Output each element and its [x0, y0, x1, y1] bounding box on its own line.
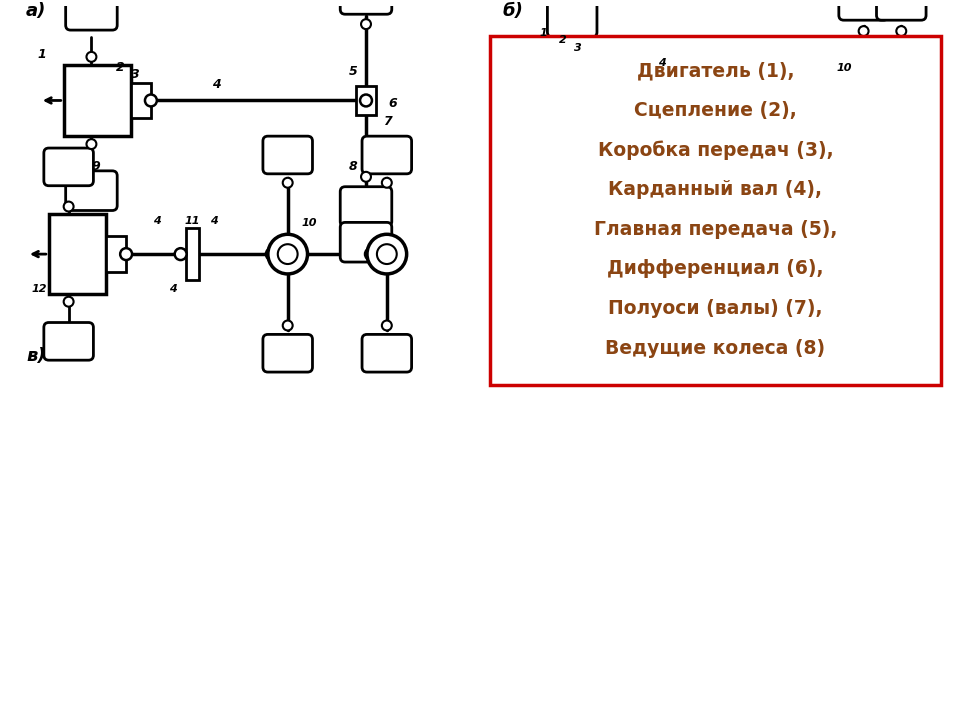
- Bar: [544, 70, 607, 141]
- Circle shape: [365, 248, 377, 260]
- Text: Полуоси (валы) (7),: Полуоси (валы) (7),: [609, 299, 823, 318]
- Text: 12: 12: [32, 284, 47, 294]
- FancyBboxPatch shape: [65, 0, 117, 30]
- Text: б): б): [503, 2, 523, 20]
- Circle shape: [361, 172, 371, 181]
- Text: 2: 2: [560, 35, 567, 45]
- Text: 9: 9: [91, 160, 100, 173]
- Circle shape: [120, 248, 132, 260]
- Text: 11: 11: [184, 217, 200, 226]
- Circle shape: [621, 99, 633, 112]
- Text: Главная передача (5),: Главная передача (5),: [593, 220, 837, 239]
- Circle shape: [175, 248, 186, 260]
- Text: 8: 8: [349, 160, 358, 173]
- Text: Карданный вал (4),: Карданный вал (4),: [609, 180, 823, 199]
- Text: 7: 7: [383, 115, 392, 128]
- Text: 3: 3: [132, 68, 140, 81]
- Text: а): а): [26, 2, 46, 20]
- FancyBboxPatch shape: [65, 171, 117, 210]
- Circle shape: [86, 52, 96, 62]
- FancyBboxPatch shape: [340, 186, 392, 226]
- FancyBboxPatch shape: [362, 334, 412, 372]
- Circle shape: [145, 94, 156, 107]
- Circle shape: [360, 94, 372, 107]
- Bar: [356, 86, 376, 115]
- Bar: [607, 88, 627, 123]
- FancyBboxPatch shape: [340, 0, 392, 14]
- Text: 4: 4: [169, 284, 177, 294]
- Bar: [49, 215, 107, 294]
- FancyBboxPatch shape: [839, 222, 888, 260]
- FancyBboxPatch shape: [839, 0, 888, 20]
- Circle shape: [283, 320, 293, 330]
- Text: 4: 4: [212, 78, 221, 91]
- Text: 6: 6: [389, 97, 397, 110]
- Circle shape: [858, 26, 869, 36]
- Bar: [185, 228, 200, 280]
- Text: Дифференциал (6),: Дифференциал (6),: [607, 259, 824, 279]
- Text: Коробка передач (3),: Коробка передач (3),: [598, 140, 833, 160]
- Circle shape: [846, 88, 881, 123]
- Circle shape: [283, 178, 293, 188]
- FancyBboxPatch shape: [547, 174, 597, 212]
- Circle shape: [897, 26, 906, 36]
- Circle shape: [567, 144, 577, 154]
- Text: 4: 4: [659, 58, 666, 68]
- Circle shape: [63, 202, 74, 212]
- Circle shape: [268, 234, 307, 274]
- FancyBboxPatch shape: [340, 222, 392, 262]
- Text: 3: 3: [574, 43, 582, 53]
- Circle shape: [846, 99, 857, 112]
- FancyBboxPatch shape: [44, 323, 93, 360]
- Text: Двигатель (1),: Двигатель (1),: [636, 61, 794, 80]
- Text: 10: 10: [301, 218, 317, 228]
- Circle shape: [361, 19, 371, 29]
- FancyBboxPatch shape: [547, 0, 597, 37]
- Circle shape: [897, 175, 906, 185]
- Text: 4: 4: [153, 217, 160, 226]
- Text: 10: 10: [837, 63, 852, 73]
- Text: 1: 1: [37, 48, 47, 61]
- FancyBboxPatch shape: [263, 334, 312, 372]
- Circle shape: [277, 244, 298, 264]
- Bar: [490, 36, 941, 385]
- Text: 2: 2: [116, 60, 125, 73]
- Text: Сцепление (2),: Сцепление (2),: [634, 101, 797, 120]
- Text: в): в): [26, 347, 46, 365]
- Circle shape: [377, 244, 396, 264]
- FancyBboxPatch shape: [263, 136, 312, 174]
- FancyBboxPatch shape: [876, 0, 926, 20]
- Circle shape: [86, 139, 96, 149]
- Circle shape: [854, 96, 873, 114]
- FancyBboxPatch shape: [44, 148, 93, 186]
- Circle shape: [382, 178, 392, 188]
- Circle shape: [567, 57, 577, 67]
- FancyBboxPatch shape: [362, 136, 412, 174]
- FancyBboxPatch shape: [876, 222, 926, 260]
- Bar: [107, 236, 126, 272]
- Circle shape: [893, 96, 910, 114]
- Circle shape: [63, 297, 74, 307]
- Circle shape: [382, 320, 392, 330]
- Bar: [63, 65, 132, 136]
- FancyBboxPatch shape: [876, 191, 926, 228]
- Circle shape: [656, 99, 667, 112]
- Circle shape: [367, 234, 407, 274]
- Circle shape: [883, 88, 919, 123]
- Circle shape: [858, 175, 869, 185]
- Circle shape: [266, 248, 277, 260]
- Text: 5: 5: [349, 65, 358, 78]
- Text: 1: 1: [540, 28, 547, 38]
- Text: Ведущие колеса (8): Ведущие колеса (8): [606, 339, 826, 358]
- Text: 4: 4: [210, 217, 218, 226]
- Bar: [132, 83, 151, 118]
- FancyBboxPatch shape: [839, 191, 888, 228]
